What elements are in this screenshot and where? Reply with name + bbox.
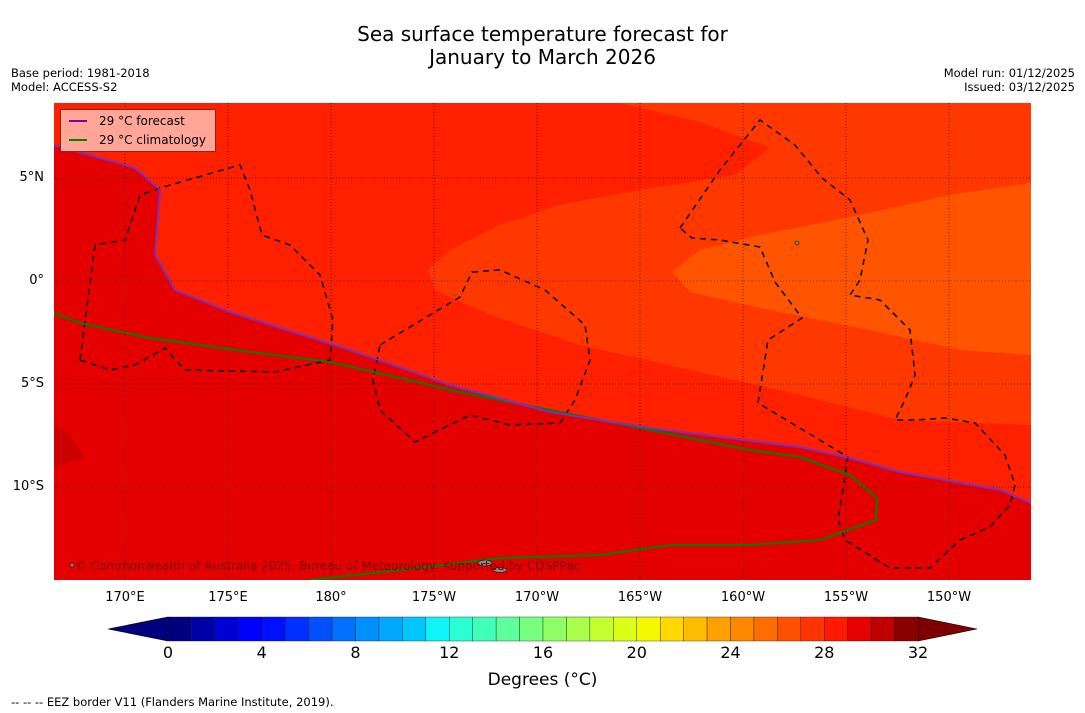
colorbar-tick: 0 xyxy=(162,643,174,662)
legend-item-climatology: 29 °C climatology xyxy=(69,133,206,147)
lat-label: 5°S xyxy=(20,376,44,391)
island xyxy=(69,562,75,568)
colorbar-segment xyxy=(777,616,802,642)
colorbar-segment xyxy=(284,616,309,642)
eez-borders xyxy=(79,118,1016,569)
graticule xyxy=(54,103,1031,580)
sst-region-29-30 xyxy=(54,145,1031,580)
colorbar-segment xyxy=(425,616,450,642)
colorbar-segment xyxy=(308,616,333,642)
colorbar-segment xyxy=(331,616,356,642)
colorbar-segment xyxy=(378,616,403,642)
colorbar-segment xyxy=(566,616,591,642)
colorbar-label: Degrees (°C) xyxy=(487,670,598,690)
colorbar-segment xyxy=(214,616,239,642)
legend-item-forecast: 29 °C forecast xyxy=(69,114,185,128)
lon-label: 170°W xyxy=(514,590,560,605)
colorbar-segment xyxy=(495,616,520,642)
colorbar xyxy=(107,616,978,642)
colorbar-tick: 32 xyxy=(907,643,929,662)
lon-label: 160°W xyxy=(720,590,766,605)
base-period: Base period: 1981-2018 xyxy=(11,66,150,80)
lon-label: 150°W xyxy=(926,590,972,605)
lon-label: 170°E xyxy=(105,590,145,605)
sst-region-30-31 xyxy=(54,425,85,467)
climatology-29c-contour xyxy=(54,312,879,580)
climatology-line-swatch xyxy=(69,139,87,141)
colorbar-segment xyxy=(824,616,848,642)
colorbar-tick: 28 xyxy=(814,643,835,662)
model-run: Model run: 01/12/2025 xyxy=(943,66,1075,80)
colorbar-segment xyxy=(636,616,661,642)
model-name: Model: ACCESS-S2 xyxy=(11,80,118,94)
title-line-1: Sea surface temperature forecast for xyxy=(357,22,728,46)
colorbar-tick: 24 xyxy=(720,643,741,662)
eez-border xyxy=(679,118,1016,569)
colorbar-segment xyxy=(449,616,473,642)
lat-label: 10°S xyxy=(12,479,44,494)
colorbar-segment xyxy=(800,616,825,642)
islands xyxy=(69,240,800,573)
lat-label: 0° xyxy=(29,273,44,288)
title-line-2: January to March 2026 xyxy=(429,45,656,69)
lon-label: 175°W xyxy=(411,590,457,605)
colorbar-segment xyxy=(542,616,567,642)
copyright-text: © Commonwealth of Australia 2025, Bureau… xyxy=(75,559,580,573)
colorbar-segment xyxy=(472,616,497,642)
legend-label: 29 °C forecast xyxy=(99,114,185,128)
colorbar-segment xyxy=(402,616,427,642)
colorbar-tick: 12 xyxy=(439,643,460,662)
colorbar-segment xyxy=(706,616,731,642)
colorbar-segment xyxy=(613,616,637,642)
colorbar-segment xyxy=(753,616,778,642)
eez-border xyxy=(79,164,334,373)
lon-label: 175°E xyxy=(208,590,248,605)
colorbar-segment xyxy=(261,616,286,642)
colorbar-segment xyxy=(730,616,755,642)
forecast-line-swatch xyxy=(69,120,87,122)
island xyxy=(492,567,508,573)
colorbar-tick: 4 xyxy=(256,643,267,662)
legend-label: 29 °C climatology xyxy=(99,133,207,147)
colorbar-tick: 20 xyxy=(626,643,647,662)
island xyxy=(477,559,493,567)
legend: 29 °C forecast 29 °C climatology xyxy=(60,109,216,152)
colorbar-segment xyxy=(167,616,192,642)
meta-left: Base period: 1981-2018 Model: ACCESS-S2 xyxy=(11,66,150,94)
lon-label: 165°W xyxy=(617,590,663,605)
colorbar-tick: 8 xyxy=(350,643,361,662)
colorbar-under-arrow xyxy=(107,616,169,642)
colorbar-segment xyxy=(519,616,544,642)
colorbar-segment xyxy=(355,616,380,642)
colorbar-tick: 16 xyxy=(532,643,554,662)
colorbar-segment xyxy=(894,616,919,642)
forecast-29c-contour xyxy=(54,144,1031,504)
colorbar-segment xyxy=(847,616,872,642)
lat-label: 5°N xyxy=(19,170,45,185)
meta-right: Model run: 01/12/2025 Issued: 03/12/2025 xyxy=(944,66,1075,94)
colorbar-segment xyxy=(683,616,708,642)
colorbar-segment xyxy=(589,616,614,642)
colorbar-segment xyxy=(870,616,895,642)
sst-region-26-27 xyxy=(672,183,1031,355)
island xyxy=(794,240,800,246)
eez-border xyxy=(372,269,591,443)
footnote-eez: -- -- -- EEZ border V11 (Flanders Marine… xyxy=(11,695,334,709)
colorbar-segment xyxy=(659,616,684,642)
colorbar-segment xyxy=(191,616,216,642)
issued-date: Issued: 03/12/2025 xyxy=(964,80,1075,94)
colorbar-over-arrow xyxy=(917,616,978,642)
colorbar-segment xyxy=(238,616,262,642)
lon-label: 180° xyxy=(315,590,347,605)
lon-label: 155°W xyxy=(823,590,869,605)
